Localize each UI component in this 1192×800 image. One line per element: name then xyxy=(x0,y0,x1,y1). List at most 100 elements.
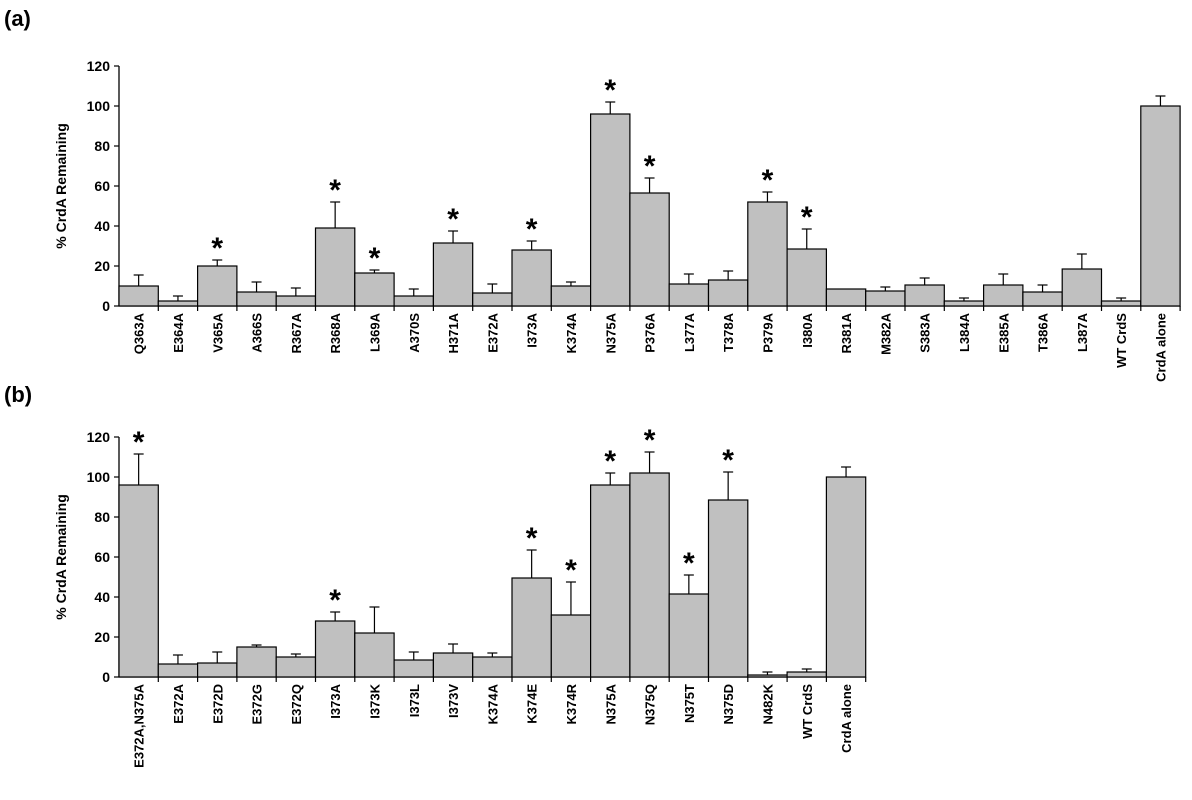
pb-bar xyxy=(786,671,827,678)
pa-bar xyxy=(1022,291,1063,307)
pa-bar xyxy=(707,279,749,307)
pb-y-tick-label: 0 xyxy=(102,669,110,685)
pb-category-label: N375D xyxy=(721,684,736,724)
pa-category-label: P376A xyxy=(643,312,658,352)
pb-y-tick-label: 60 xyxy=(94,549,110,565)
pb-category-label: I373V xyxy=(446,684,461,718)
pa-bar xyxy=(511,249,552,307)
pa-category-label: I373A xyxy=(525,312,540,347)
pa-category-label: V365A xyxy=(210,312,225,352)
pb-bar xyxy=(825,476,867,678)
pb-bar xyxy=(197,662,238,678)
pb-category-label: I373K xyxy=(367,683,382,718)
pa-category-label: L384A xyxy=(957,312,972,352)
pb-bar xyxy=(157,663,199,678)
pa-y-tick-label: 0 xyxy=(102,298,110,314)
pb-category-label: K374E xyxy=(525,684,540,724)
pa-y-axis-title: % CrdA Remaining xyxy=(53,123,69,249)
pb-bar xyxy=(393,659,435,678)
pb-category-label: E372G xyxy=(250,684,265,724)
pa-bar xyxy=(786,248,827,307)
pb-bar xyxy=(747,674,788,678)
pa-bar xyxy=(354,272,395,307)
pb-y-axis-title: % CrdA Remaining xyxy=(53,494,69,620)
pa-category-label: E364A xyxy=(171,312,186,352)
panel-label-a: (a) xyxy=(4,6,31,31)
pa-y-tick-label: 100 xyxy=(87,98,111,114)
pa-y-tick-label: 120 xyxy=(87,58,111,74)
pa-category-label: L369A xyxy=(367,312,382,352)
pb-category-label: K374R xyxy=(564,683,579,724)
pa-significance-asterisk: * xyxy=(369,242,381,275)
pb-bar xyxy=(236,646,277,678)
pb-bar xyxy=(589,484,631,678)
pb-category-label: E372A xyxy=(171,683,186,723)
pb-category-label: E372D xyxy=(210,684,225,724)
pa-bar xyxy=(432,242,474,307)
pb-category-label: E372A,N375A xyxy=(132,683,147,767)
pa-bar xyxy=(865,290,906,307)
pa-significance-asterisk: * xyxy=(526,213,538,246)
pa-bar xyxy=(747,201,788,307)
pb-significance-asterisk: * xyxy=(722,444,734,477)
pb-bar xyxy=(511,577,552,678)
pa-y-tick-label: 20 xyxy=(94,258,110,274)
pb-significance-asterisk: * xyxy=(644,424,656,457)
pa-significance-asterisk: * xyxy=(447,203,459,236)
pb-bar xyxy=(629,472,670,678)
pb-category-label: I373L xyxy=(407,684,422,717)
pa-bar xyxy=(550,285,592,307)
pa-category-label: K374A xyxy=(564,312,579,353)
pb-significance-asterisk: * xyxy=(329,584,341,617)
pb-category-label: N375Q xyxy=(643,684,658,725)
pa-category-label: Q363A xyxy=(132,312,147,354)
pb-category-label: K374A xyxy=(485,683,500,724)
pa-bar xyxy=(1140,105,1181,307)
pa-y-tick-label: 40 xyxy=(94,218,110,234)
pb-bar xyxy=(118,484,159,678)
pb-bar xyxy=(550,614,592,678)
pa-significance-asterisk: * xyxy=(762,164,774,197)
pa-bar xyxy=(236,291,277,307)
pb-y-tick-label: 80 xyxy=(94,509,110,525)
pb-y-tick-label: 20 xyxy=(94,629,110,645)
pb-bar xyxy=(275,656,317,678)
pb-category-label: N375T xyxy=(682,684,697,723)
pb-category-label: WT CrdS xyxy=(800,684,815,739)
pa-bar xyxy=(668,283,710,307)
pa-bar xyxy=(118,285,159,307)
pa-category-label: L387A xyxy=(1075,312,1090,352)
pa-category-label: N375A xyxy=(603,312,618,353)
pa-bar xyxy=(943,300,985,307)
pb-significance-asterisk: * xyxy=(683,547,695,580)
pa-significance-asterisk: * xyxy=(329,174,341,207)
pa-category-label: R368A xyxy=(328,312,343,353)
pa-y-tick-label: 80 xyxy=(94,138,110,154)
pa-category-label: R367A xyxy=(289,312,304,353)
pa-category-label: P379A xyxy=(760,312,775,352)
pa-category-label: A366S xyxy=(250,313,265,353)
pb-category-label: CrdA alone xyxy=(839,684,854,753)
pa-bar xyxy=(1061,268,1103,307)
pa-category-label: H371A xyxy=(446,312,461,353)
pb-significance-asterisk: * xyxy=(565,554,577,587)
pa-category-label: T378A xyxy=(721,312,736,352)
panel-label-b: (b) xyxy=(4,382,33,407)
pa-category-label: L377A xyxy=(682,312,697,352)
pa-bar xyxy=(1100,300,1142,307)
pa-category-label: M382A xyxy=(878,312,893,355)
pa-bar xyxy=(275,295,317,307)
pa-category-label: S383A xyxy=(918,312,933,352)
pa-bar xyxy=(472,292,513,307)
pb-category-label: N375A xyxy=(603,683,618,724)
pb-significance-asterisk: * xyxy=(133,426,145,459)
pa-bar xyxy=(314,227,356,307)
pa-bar xyxy=(393,295,435,307)
pa-significance-asterisk: * xyxy=(644,150,656,183)
pb-bar xyxy=(472,656,513,678)
pb-significance-asterisk: * xyxy=(526,522,538,555)
pa-category-label: E372A xyxy=(485,312,500,352)
pa-category-label: A370S xyxy=(407,313,422,353)
pb-bar xyxy=(668,593,710,678)
